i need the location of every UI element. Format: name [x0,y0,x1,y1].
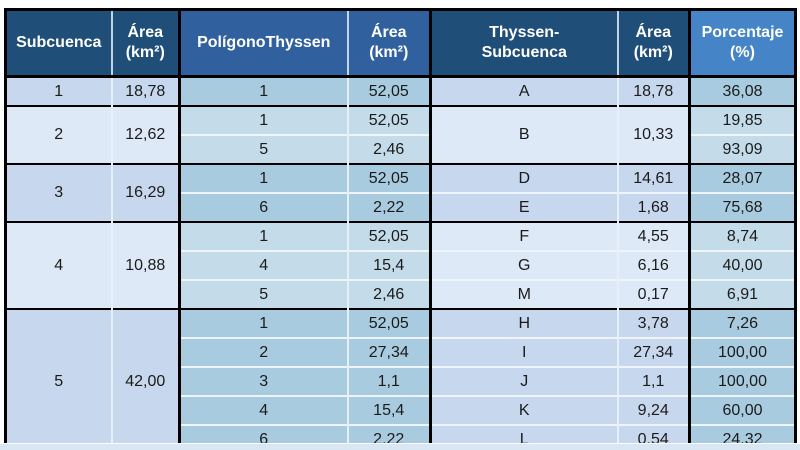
subcuenca-cell: 1 [5,76,113,106]
porcentaje-cell: 28,07 [689,163,796,193]
header-poligono-thyssen: PolígonoThyssen [179,9,349,78]
porcentaje-cell: 100,00 [689,337,796,367]
poligono-area-cell: 52,05 [347,105,432,135]
table-row: 4 10,88 1 52,05 F 4,55 8,74 [5,221,796,309]
poligono-area-cell: 52,05 [347,221,432,251]
thyssen-area-cell: 3,78 [617,308,691,338]
header-thyssen-subcuenca: Thyssen- Subcuenca [430,9,619,78]
table-row: 4 15,4 K 9,24 60,00 [6,395,796,425]
thyssen-cell: I [430,337,619,367]
poligono-cell: 1 [179,105,349,135]
poligono-cell: 5 [179,279,349,309]
subcuenca-cell: 2 [5,105,113,164]
thyssen-area-cell: 10,33 [617,105,691,164]
poligono-cell: 1 [179,76,349,106]
thyssen-area-cell: 14,61 [617,163,691,193]
porcentaje-cell: 6,91 [689,279,796,309]
header-porcentaje: Porcentaje (%) [689,9,796,78]
thyssen-area-cell: 9,24 [617,395,691,425]
thyssen-cell: G [430,250,619,280]
poligono-cell: 6 [179,192,349,222]
table-row: 4 15,4 G 6,16 40,00 [6,250,796,280]
thyssen-area-cell: 18,78 [617,76,691,106]
thyssen-cell: H [430,308,619,338]
thyssen-cell: A [430,76,619,106]
poligono-cell: 4 [179,395,349,425]
thyssen-cell: M [430,279,619,309]
subcuenca-area-cell: 10,88 [111,221,181,309]
thyssen-cell: E [430,192,619,222]
header-area-3: Área (km²) [617,9,691,78]
poligono-cell: 5 [179,134,349,164]
thyssen-area-cell: 1,68 [617,192,691,222]
subcuenca-cell: 3 [5,163,113,222]
poligono-cell: 1 [179,221,349,251]
table-row: 5 42,00 1 52,05 H 3,78 7,26 [5,308,796,450]
poligono-area-cell: 27,34 [347,337,432,367]
bottom-margin-strip [0,443,800,450]
header-row: Subcuenca Área (km²) PolígonoThyssen Áre… [5,9,796,78]
subcuenca-area-cell: 42,00 [111,308,181,450]
header-subcuenca: Subcuenca [5,9,113,78]
porcentaje-cell: 19,85 [689,105,796,135]
thyssen-area-cell: 6,16 [617,250,691,280]
poligono-area-cell: 15,4 [347,250,432,280]
porcentaje-cell: 7,26 [689,308,796,338]
subcuenca-area-cell: 16,29 [111,163,181,222]
table-row: 2 12,62 1 52,05 B 10,33 19,85 [5,105,796,164]
poligono-area-cell: 15,4 [347,395,432,425]
porcentaje-cell: 36,08 [689,76,796,106]
subcuenca-area-cell: 12,62 [111,105,181,164]
table-row: 5 2,46 M 0,17 6,91 [6,279,796,309]
porcentaje-cell: 40,00 [689,250,796,280]
poligono-cell: 1 [179,308,349,338]
poligono-area-cell: 52,05 [347,308,432,338]
poligono-area-cell: 52,05 [347,76,432,106]
porcentaje-cell: 93,09 [689,134,796,164]
header-area-2: Área (km²) [347,9,432,78]
poligono-area-cell: 1,1 [347,366,432,396]
table-row: 1 18,78 1 52,05 A 18,78 36,08 [5,76,796,106]
thyssen-subcuenca-table: Subcuenca Área (km²) PolígonoThyssen Áre… [4,8,797,450]
subcuenca-cell: 4 [5,221,113,309]
subcuenca-cell: 5 [5,308,113,450]
header-area-1: Área (km²) [111,9,181,78]
poligono-area-cell: 2,46 [347,279,432,309]
table-row: 5 2,46 93,09 [6,134,796,164]
poligono-cell: 2 [179,337,349,367]
thyssen-area-cell: 1,1 [617,366,691,396]
thyssen-area-cell: 4,55 [617,221,691,251]
subcuenca-area-cell: 18,78 [111,76,181,106]
poligono-area-cell: 2,46 [347,134,432,164]
thyssen-cell: D [430,163,619,193]
table-row: 3 1,1 J 1,1 100,00 [6,366,796,396]
table-row: 3 16,29 1 52,05 D 14,61 28,07 [5,163,796,222]
thyssen-cell: K [430,395,619,425]
porcentaje-cell: 8,74 [689,221,796,251]
table-row: 6 2,22 E 1,68 75,68 [6,192,796,222]
thyssen-cell: F [430,221,619,251]
poligono-area-cell: 52,05 [347,163,432,193]
table-row: 2 27,34 I 27,34 100,00 [6,337,796,367]
porcentaje-cell: 75,68 [689,192,796,222]
porcentaje-cell: 100,00 [689,366,796,396]
thyssen-cell: B [430,105,619,164]
poligono-area-cell: 2,22 [347,192,432,222]
thyssen-area-cell: 0,17 [617,279,691,309]
poligono-cell: 4 [179,250,349,280]
poligono-cell: 3 [179,366,349,396]
thyssen-area-cell: 27,34 [617,337,691,367]
poligono-cell: 1 [179,163,349,193]
porcentaje-cell: 60,00 [689,395,796,425]
thyssen-cell: J [430,366,619,396]
